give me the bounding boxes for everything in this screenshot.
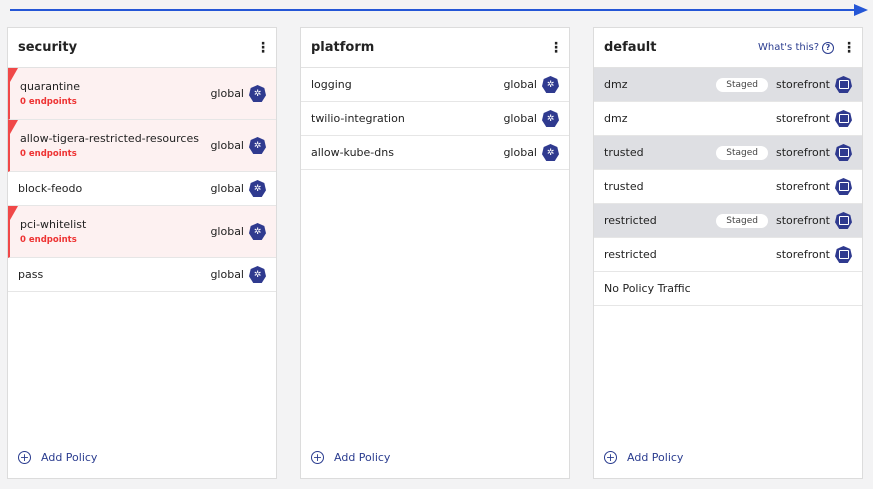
endpoint-warning: 0 endpoints [20,149,77,159]
global-policy-icon: ✲ [542,110,559,127]
policy-scope: storefront [776,112,830,125]
more-menu-icon[interactable]: ⋮ [256,39,270,56]
policy-scope: global [210,87,244,100]
staged-badge: Staged [716,145,768,160]
policy-name: No Policy Traffic [604,282,691,295]
add-policy-button[interactable]: + Add Policy [604,451,684,464]
policy-row[interactable]: No Policy Traffic [594,272,862,306]
global-policy-icon: ✲ [249,137,266,154]
policy-name: allow-kube-dns [311,146,394,159]
policy-name: allow-tigera-restricted-resources [20,132,199,145]
more-menu-icon[interactable]: ⋮ [549,39,563,56]
policy-row[interactable]: pci-whitelist 0 endpoints global ✲ [8,206,276,258]
policy-scope: global [503,78,537,91]
tier-header: security ⋮ [8,28,276,68]
policy-scope: global [210,225,244,238]
tier-default: default What's this?? ⋮ dmz Staged storefront… [593,27,863,479]
global-policy-icon: ✲ [542,76,559,93]
plus-circle-icon: + [604,451,617,464]
policy-name: pci-whitelist [20,218,87,231]
policy-row[interactable]: allow-kube-dns global ✲ [301,136,569,170]
global-policy-icon: ✲ [249,180,266,197]
policy-row[interactable]: dmz storefront [594,102,862,136]
policy-row[interactable]: twilio-integration global ✲ [301,102,569,136]
global-policy-icon: ✲ [249,85,266,102]
policy-name: quarantine [20,80,81,93]
policy-name: logging [311,78,352,91]
policy-scope: storefront [776,78,830,91]
policy-name: dmz [604,78,628,91]
tier-header: platform ⋮ [301,28,569,68]
policy-scope: global [503,146,537,159]
add-policy-button[interactable]: + Add Policy [311,451,391,464]
whats-this-link[interactable]: What's this?? [758,41,834,54]
policy-row[interactable]: allow-tigera-restricted-resources 0 endpo… [8,120,276,172]
policy-row[interactable]: restricted Staged storefront [594,204,862,238]
global-policy-icon: ✲ [249,223,266,240]
tier-title: security [18,40,78,55]
policy-row[interactable]: dmz Staged storefront [594,68,862,102]
policy-name: twilio-integration [311,112,405,125]
help-icon: ? [822,41,834,54]
namespace-policy-icon [835,178,852,195]
policy-name: restricted [604,214,657,227]
tier-security: security ⋮ quarantine 0 endpoints global ✲ all… [7,27,277,479]
plus-circle-icon: + [311,451,324,464]
policy-row[interactable]: logging global ✲ [301,68,569,102]
policy-row[interactable]: trusted storefront [594,170,862,204]
policy-scope: global [210,268,244,281]
policy-row[interactable]: pass global ✲ [8,258,276,292]
policy-name: block-feodo [18,182,83,195]
staged-badge: Staged [716,77,768,92]
policy-row[interactable]: restricted storefront [594,238,862,272]
policy-row[interactable]: quarantine 0 endpoints global ✲ [8,68,276,120]
policy-scope: global [210,139,244,152]
endpoint-warning: 0 endpoints [20,235,77,245]
policy-scope: storefront [776,180,830,193]
policy-row[interactable]: block-feodo global ✲ [8,172,276,206]
flow-arrow [10,4,868,16]
endpoint-warning: 0 endpoints [20,97,77,107]
tier-title: platform [311,40,375,55]
more-menu-icon[interactable]: ⋮ [842,39,856,56]
add-policy-button[interactable]: + Add Policy [18,451,98,464]
namespace-policy-icon [835,246,852,263]
policy-name: pass [18,268,44,281]
policy-scope: storefront [776,146,830,159]
policy-scope: global [503,112,537,125]
policy-scope: storefront [776,248,830,261]
policy-name: trusted [604,146,644,159]
tier-header: default What's this?? ⋮ [594,28,862,68]
namespace-policy-icon [835,110,852,127]
namespace-policy-icon [835,212,852,229]
global-policy-icon: ✲ [542,144,559,161]
policy-scope: global [210,182,244,195]
tier-platform: platform ⋮ logging global ✲ twilio-integratio… [300,27,570,479]
namespace-policy-icon [835,76,852,93]
plus-circle-icon: + [18,451,31,464]
policy-name: restricted [604,248,657,261]
tier-title: default [604,40,657,55]
policy-name: trusted [604,180,644,193]
staged-badge: Staged [716,213,768,228]
namespace-policy-icon [835,144,852,161]
policy-scope: storefront [776,214,830,227]
policy-name: dmz [604,112,628,125]
global-policy-icon: ✲ [249,266,266,283]
policy-row[interactable]: trusted Staged storefront [594,136,862,170]
